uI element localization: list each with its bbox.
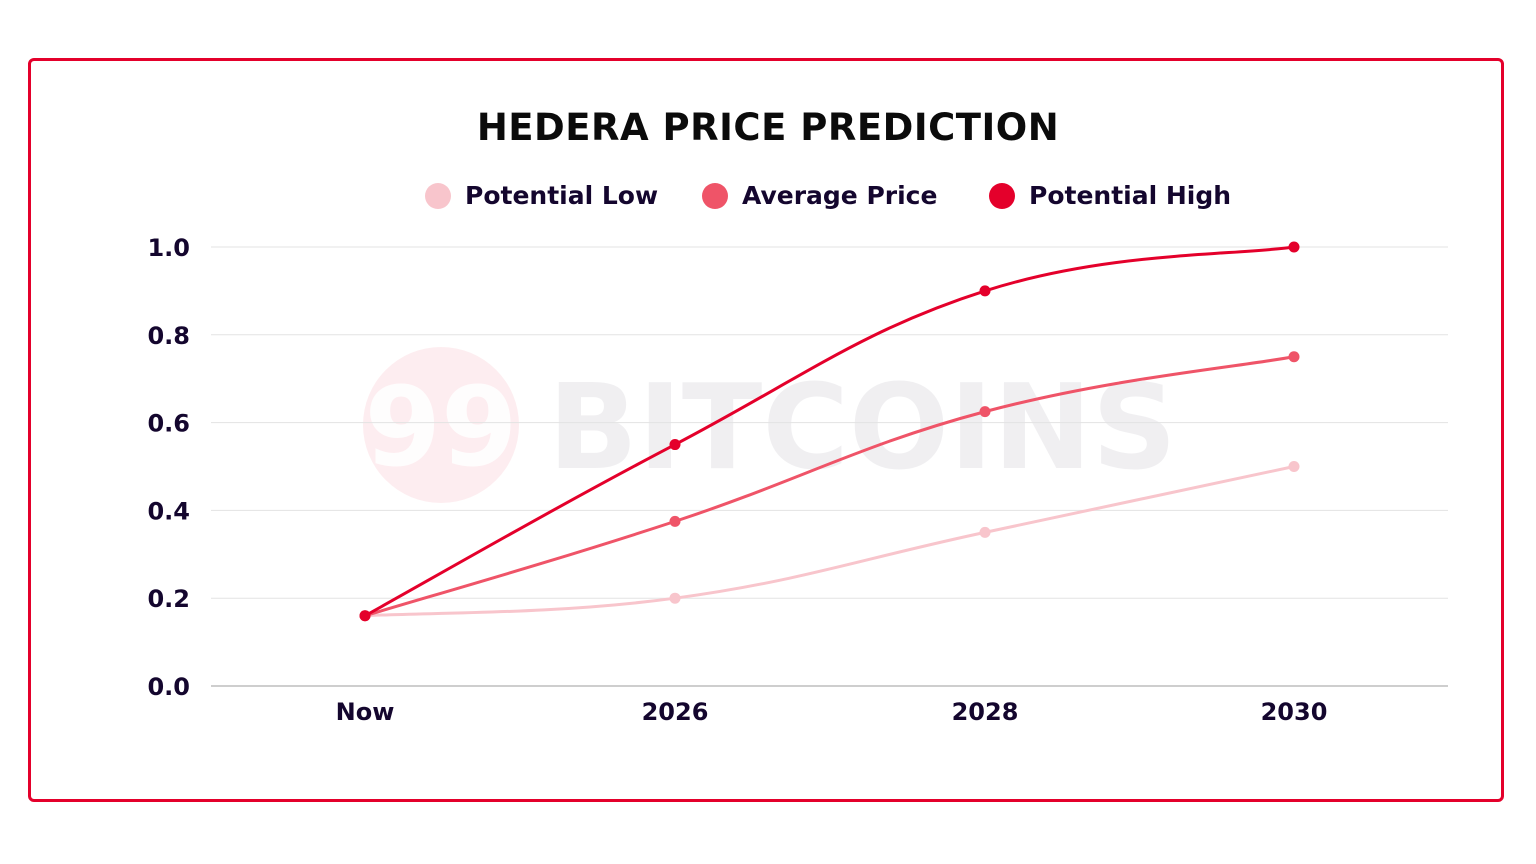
data-point-potential-high <box>359 610 371 622</box>
x-tick-label: 2030 <box>1261 698 1328 726</box>
series-line-potential-high <box>364 245 1295 618</box>
data-point-potential-high <box>1288 241 1300 253</box>
legend-marker-potential-low <box>425 183 451 209</box>
data-point-average-price <box>669 515 681 527</box>
y-tick-label: 0.4 <box>147 497 190 525</box>
data-point-potential-low <box>1288 461 1300 472</box>
series-line-average-price <box>364 355 1295 618</box>
legend-label-potential-high: Potential High <box>1029 181 1231 210</box>
chart-title: HEDERA PRICE PREDICTION <box>476 106 1060 149</box>
legend-marker-potential-high <box>989 183 1015 209</box>
y-tick-label: 0.2 <box>147 585 190 613</box>
y-tick-label: 1.0 <box>147 234 190 262</box>
data-point-potential-low <box>669 592 681 604</box>
y-tick-label: 0.6 <box>147 410 190 438</box>
y-tick-label: 0.8 <box>147 322 190 350</box>
data-point-average-price <box>979 406 991 418</box>
data-point-potential-high <box>669 439 681 451</box>
y-tick-label: 0.0 <box>147 673 190 701</box>
legend-marker-average-price <box>702 183 728 209</box>
legend-label-potential-low: Potential Low <box>465 181 658 210</box>
series-line-potential-low <box>364 465 1295 618</box>
watermark-logo-99: 99 <box>364 363 517 491</box>
data-point-potential-low <box>979 526 991 538</box>
x-tick-label: Now <box>336 698 395 726</box>
x-tick-label: 2026 <box>642 698 709 726</box>
legend-label-average-price: Average Price <box>742 181 937 210</box>
data-point-potential-high <box>979 285 991 297</box>
x-tick-label: 2028 <box>952 698 1019 726</box>
chart-frame <box>28 58 1504 802</box>
watermark-text: BITCOINS <box>548 358 1177 496</box>
watermark-logo-circle <box>363 347 519 503</box>
data-point-average-price <box>1288 351 1300 363</box>
